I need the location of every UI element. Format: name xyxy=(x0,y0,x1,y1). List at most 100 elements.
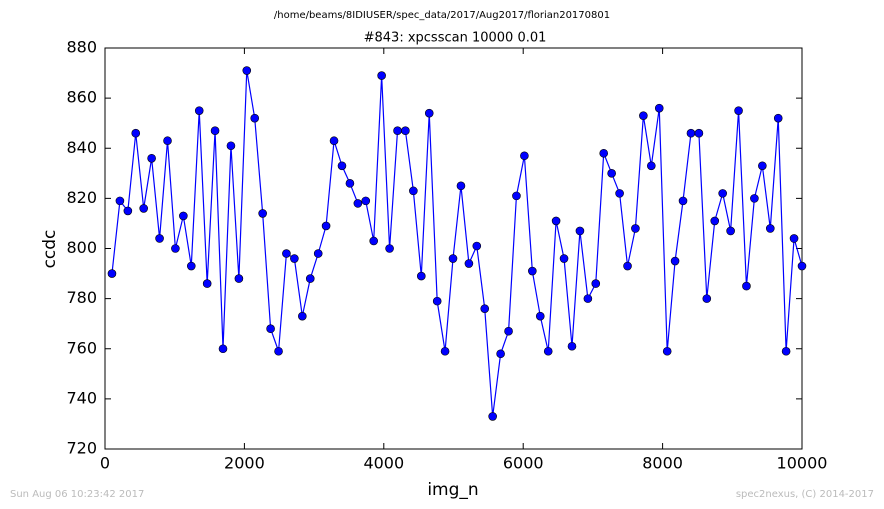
data-point xyxy=(543,346,553,356)
data-point xyxy=(163,136,172,146)
data-point xyxy=(171,244,180,253)
data-point xyxy=(583,294,593,303)
data-point xyxy=(654,103,664,113)
data-point xyxy=(607,169,616,178)
data-point xyxy=(139,204,148,213)
data-point xyxy=(520,151,529,161)
data-line xyxy=(111,70,803,417)
footer-left: Sun Aug 06 10:23:42 2017 xyxy=(10,489,144,500)
data-point xyxy=(123,206,133,216)
data-point xyxy=(686,128,696,138)
footer-right: spec2nexus, (C) 2014-2017 xyxy=(736,489,874,500)
data-point xyxy=(424,108,434,118)
x-axis-label: img_n xyxy=(427,480,478,500)
data-point xyxy=(448,254,458,263)
y-tick-label: 820 xyxy=(66,188,97,207)
data-point xyxy=(305,274,315,283)
data-point xyxy=(321,221,331,231)
data-point xyxy=(765,224,775,233)
data-point xyxy=(758,161,767,171)
data-point xyxy=(155,234,164,243)
chart-title: #843: xpcsscan 10000 0.01 xyxy=(364,31,547,46)
data-point xyxy=(678,196,688,206)
y-tick-label: 720 xyxy=(66,439,97,458)
y-tick-label: 880 xyxy=(66,38,97,57)
data-point xyxy=(353,199,363,208)
data-point xyxy=(385,244,394,253)
data-point xyxy=(559,254,569,263)
data-point xyxy=(726,226,735,236)
data-point xyxy=(773,113,783,123)
y-tick-label: 740 xyxy=(66,388,97,407)
data-point xyxy=(750,194,759,203)
data-point xyxy=(266,324,275,334)
data-point xyxy=(361,196,371,206)
data-point xyxy=(432,296,442,306)
data-point xyxy=(551,216,561,226)
x-tick-label: 10000 xyxy=(777,454,828,473)
y-axis-label: ccdc xyxy=(40,230,60,269)
data-point xyxy=(194,106,204,115)
y-tick-label: 760 xyxy=(66,338,97,357)
data-point xyxy=(258,209,267,218)
data-point xyxy=(329,136,339,146)
data-point xyxy=(615,189,624,198)
data-point xyxy=(377,71,386,80)
data-point xyxy=(226,141,236,151)
y-tick-label: 800 xyxy=(66,238,97,257)
data-point xyxy=(401,126,410,136)
data-point xyxy=(393,126,402,136)
data-point xyxy=(504,326,513,336)
data-point xyxy=(115,196,125,206)
x-tick-label: 0 xyxy=(100,454,110,473)
y-tick-label: 840 xyxy=(66,138,97,157)
data-point xyxy=(575,226,585,236)
data-point xyxy=(797,261,807,271)
data-point xyxy=(710,216,720,226)
data-point xyxy=(599,148,609,158)
data-point xyxy=(789,234,799,243)
x-tick-label: 4000 xyxy=(363,454,404,473)
data-point xyxy=(718,189,727,198)
data-point xyxy=(210,126,220,136)
data-point xyxy=(313,249,323,258)
data-point xyxy=(107,269,117,278)
data-point xyxy=(242,66,252,75)
x-tick-label: 8000 xyxy=(642,454,683,473)
data-point xyxy=(591,279,601,288)
data-point xyxy=(186,261,196,271)
data-point xyxy=(670,256,680,266)
x-tick-label: 2000 xyxy=(224,454,265,473)
data-point xyxy=(662,346,672,356)
y-tick-label: 780 xyxy=(66,288,97,307)
data-point xyxy=(202,279,212,288)
data-point xyxy=(567,341,577,351)
data-point xyxy=(488,412,497,421)
data-point xyxy=(298,311,307,321)
data-point xyxy=(234,274,244,283)
data-point xyxy=(472,241,482,251)
data-point xyxy=(131,128,141,138)
data-point xyxy=(345,179,355,188)
data-point xyxy=(369,236,378,246)
data-point xyxy=(218,344,228,354)
data-point xyxy=(512,191,521,201)
data-point xyxy=(416,271,426,281)
data-point xyxy=(290,254,299,263)
data-point xyxy=(694,128,704,138)
data-point xyxy=(337,161,347,171)
data-point xyxy=(702,294,712,303)
data-point xyxy=(456,181,466,191)
data-point xyxy=(179,211,188,221)
data-point xyxy=(147,153,156,163)
header: /home/beams/8IDIUSER/spec_data/2017/Aug2… xyxy=(274,10,610,21)
data-point xyxy=(734,106,743,115)
data-point xyxy=(282,249,291,258)
data-point xyxy=(639,111,648,120)
y-tick-label: 860 xyxy=(66,88,97,107)
data-point xyxy=(781,346,791,356)
data-point xyxy=(647,161,656,171)
data-point xyxy=(409,186,418,196)
